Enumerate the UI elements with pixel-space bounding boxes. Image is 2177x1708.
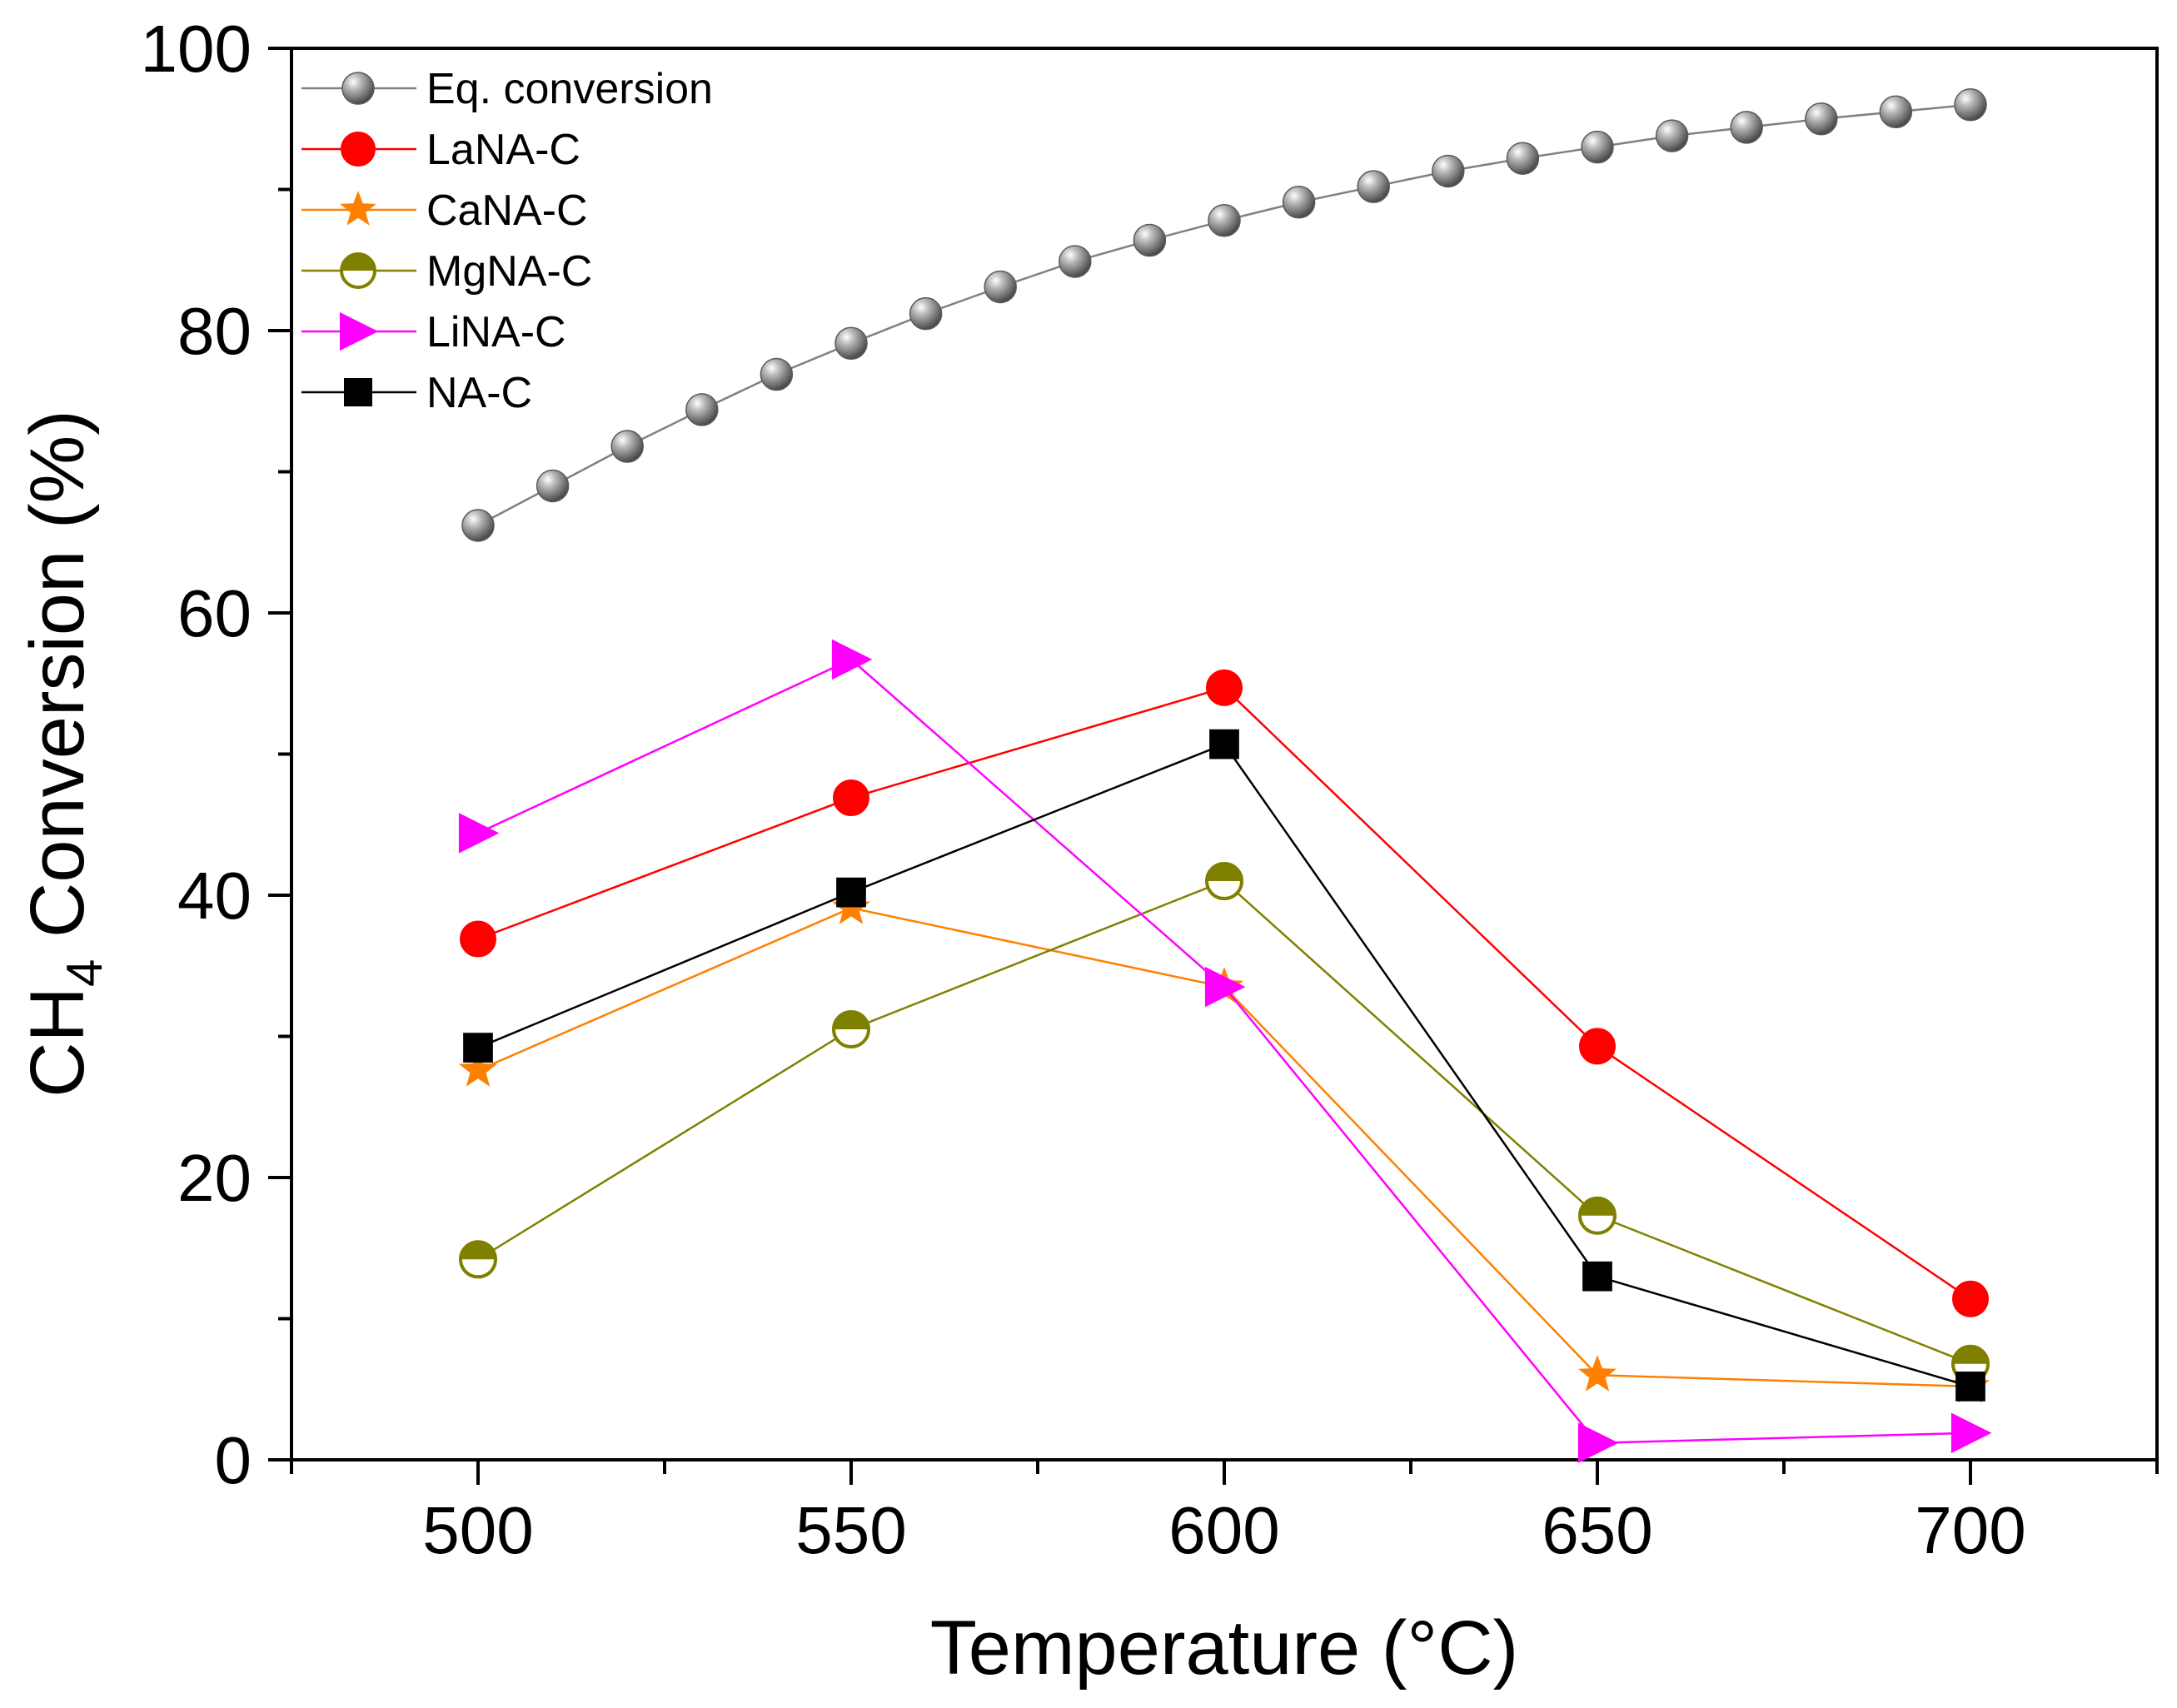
series-lina-c <box>458 639 1992 1463</box>
data-point-lana-c-550 <box>833 779 869 817</box>
y-axis-title: CH4 Conversion (%) <box>15 410 112 1098</box>
y-tick-label-100: 100 <box>141 12 252 86</box>
legend-marker-mgna-c <box>340 252 376 289</box>
data-point-eq-conversion-600 <box>1208 204 1241 237</box>
y-tick-label-20: 20 <box>177 1141 252 1215</box>
data-point-eq-conversion-570 <box>984 270 1017 304</box>
legend-marker-lina-c <box>340 311 379 351</box>
x-tick-label-600: 600 <box>1168 1493 1279 1567</box>
legend-item-lina-c: LiNA-C <box>301 308 566 356</box>
data-point-lina-c-500 <box>458 813 500 854</box>
series-line-na-c <box>477 743 1971 1388</box>
legend-item-eq-conversion: Eq. conversion <box>301 65 713 113</box>
data-point-mgna-c-600 <box>1205 862 1243 901</box>
x-tick-label-500: 500 <box>422 1493 533 1567</box>
data-point-mgna-c-550 <box>832 1010 870 1049</box>
legend-label-na-c: NA-C <box>426 369 532 417</box>
x-axis-title: Temperature (°C) <box>930 1606 1519 1691</box>
data-point-lina-c-600 <box>1204 966 1246 1008</box>
data-point-eq-conversion-620 <box>1357 170 1390 203</box>
data-point-cana-c-650 <box>1578 1355 1617 1392</box>
data-point-mgna-c-500 <box>459 1240 497 1279</box>
data-point-lana-c-600 <box>1206 669 1243 706</box>
data-point-lana-c-700 <box>1952 1280 1989 1317</box>
legend-item-na-c: NA-C <box>301 369 532 417</box>
legend-item-cana-c: CaNA-C <box>301 187 588 235</box>
data-point-eq-conversion-580 <box>1059 245 1092 278</box>
data-point-mgna-c-550-top-half <box>834 1012 869 1030</box>
data-point-eq-conversion-560 <box>909 296 943 331</box>
y-tick-label-40: 40 <box>177 859 252 933</box>
y-axis-title-subscript: 4 <box>57 959 112 987</box>
data-point-mgna-c-500-top-half <box>461 1242 496 1260</box>
x-tick-label-650: 650 <box>1542 1493 1652 1567</box>
y-axis-title-main: CH <box>15 987 100 1098</box>
data-point-eq-conversion-540 <box>760 357 794 391</box>
data-point-eq-conversion-630 <box>1432 154 1465 188</box>
series-mgna-c <box>459 862 1990 1383</box>
data-point-mgna-c-600-top-half <box>1207 864 1242 882</box>
data-point-eq-conversion-690 <box>1879 95 1913 129</box>
y-tick-label-0: 0 <box>215 1423 252 1497</box>
legend-label-lana-c: LaNA-C <box>426 126 580 174</box>
legend: Eq. conversion LaNA-C CaNA-C MgNA-C LiNA-C NA… <box>301 65 713 417</box>
series-layer <box>458 88 1992 1463</box>
legend-label-cana-c: CaNA-C <box>426 187 588 235</box>
y-tick-label-60: 60 <box>177 576 252 650</box>
series-eq-conversion <box>461 88 1987 542</box>
data-point-eq-conversion-590 <box>1133 223 1167 257</box>
data-point-eq-conversion-660 <box>1655 119 1689 152</box>
axes: 500 550 600 650 700 0 20 40 60 80 100 <box>141 12 2159 1567</box>
data-point-na-c-500 <box>463 1033 493 1063</box>
data-point-lana-c-500 <box>460 920 496 958</box>
data-point-eq-conversion-530 <box>685 393 719 426</box>
legend-label-mgna-c: MgNA-C <box>426 247 592 296</box>
legend-marker-lana-c <box>341 132 376 167</box>
data-point-mgna-c-700-top-half <box>1953 1346 1988 1364</box>
data-point-na-c-550 <box>836 877 866 908</box>
data-point-eq-conversion-680 <box>1805 102 1838 136</box>
data-point-mgna-c-650 <box>1578 1196 1617 1235</box>
data-point-na-c-700 <box>1955 1372 1985 1402</box>
data-point-eq-conversion-610 <box>1282 186 1316 219</box>
legend-marker-na-c <box>344 378 372 406</box>
series-line-eq-conversion <box>477 103 1971 527</box>
data-point-na-c-600 <box>1209 729 1239 759</box>
data-point-na-c-650 <box>1582 1261 1612 1292</box>
data-point-eq-conversion-640 <box>1506 142 1540 175</box>
data-point-eq-conversion-500 <box>461 509 495 542</box>
data-point-lina-c-650 <box>1577 1422 1619 1463</box>
data-point-eq-conversion-510 <box>536 469 570 503</box>
data-point-eq-conversion-550 <box>834 326 868 361</box>
data-point-cana-c-500 <box>459 1050 497 1087</box>
legend-marker-cana-c <box>340 191 376 226</box>
series-lana-c <box>460 669 1989 1317</box>
data-point-eq-conversion-650 <box>1581 130 1614 164</box>
data-point-lana-c-650 <box>1579 1028 1616 1065</box>
series-na-c <box>463 729 1985 1402</box>
data-point-lina-c-550 <box>831 639 873 680</box>
x-tick-label-700: 700 <box>1915 1493 2025 1567</box>
data-point-eq-conversion-700 <box>1954 88 1987 122</box>
y-tick-label-80: 80 <box>177 294 252 368</box>
data-point-lina-c-700 <box>1950 1412 1992 1454</box>
data-point-eq-conversion-520 <box>610 430 644 463</box>
legend-label-lina-c: LiNA-C <box>426 308 566 356</box>
data-point-mgna-c-650-top-half <box>1580 1198 1615 1216</box>
legend-label-eq-conversion: Eq. conversion <box>426 65 713 113</box>
legend-item-lana-c: LaNA-C <box>301 126 580 174</box>
legend-marker-eq-conversion <box>341 72 375 105</box>
series-cana-c <box>459 888 1990 1403</box>
series-line-lina-c <box>477 658 1971 1444</box>
x-tick-label-550: 550 <box>795 1493 906 1567</box>
legend-item-mgna-c: MgNA-C <box>301 247 592 296</box>
legend-marker-mgna-c-top-half <box>341 254 375 271</box>
data-point-eq-conversion-670 <box>1730 111 1763 144</box>
y-axis-title-rest: Conversion (%) <box>15 410 100 959</box>
